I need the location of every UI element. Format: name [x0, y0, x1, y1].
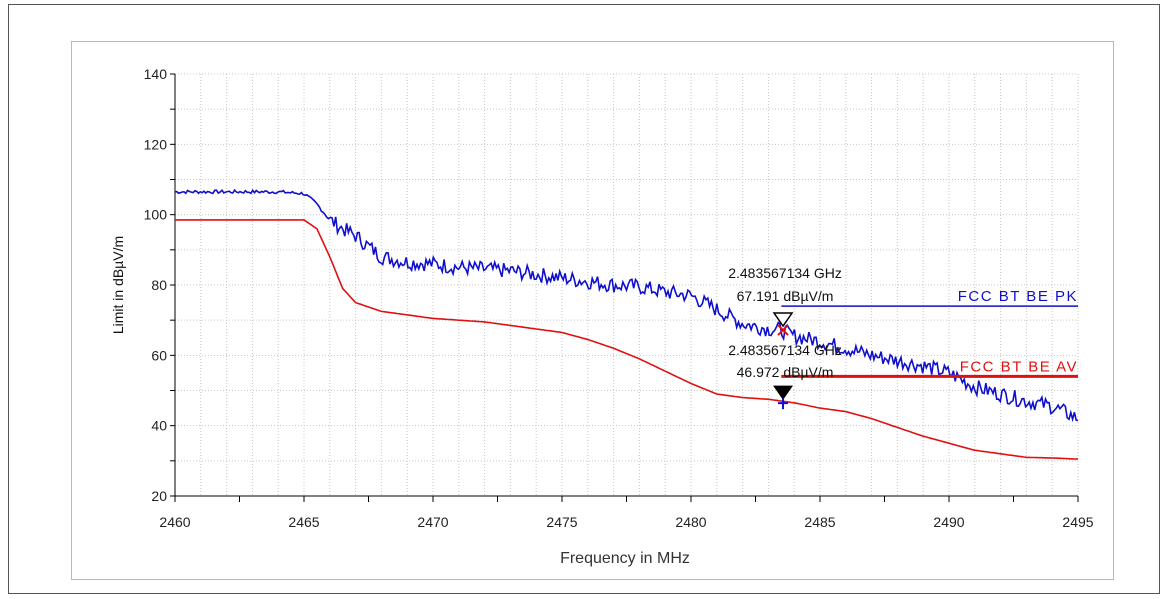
x-tick-label: 2495 — [1062, 514, 1093, 530]
x-tick-label: 2475 — [546, 514, 577, 530]
marker-1-frequency: 2.483567134 GHz — [728, 265, 842, 281]
marker-layer: FCC BT BE PK FCC BT BE AV 2.483567134 GHz 6… — [728, 265, 1078, 410]
x-tick-label: 2490 — [933, 514, 964, 530]
limit-label: FCC BT BE PK — [958, 288, 1078, 305]
y-tick-label: 140 — [144, 66, 168, 82]
y-axis-title: Limit in dBµV/m — [110, 236, 126, 334]
y-tick-label: 40 — [151, 418, 167, 434]
marker-2-level: 46.972 dBµV/m — [737, 364, 834, 380]
marker-2-frequency: 2.483567134 GHz — [728, 342, 842, 358]
y-tick-label: 20 — [151, 488, 167, 504]
axes: 20 40 60 80 100 120 140 2460 2465 2470 2475 2480 248… — [144, 66, 1094, 530]
grid — [174, 73, 1079, 497]
series-layer — [174, 188, 1079, 460]
x-tick-label: 2480 — [675, 514, 706, 530]
y-tick-label: 100 — [144, 207, 168, 223]
x-tick-label: 2460 — [159, 514, 190, 530]
x-tick-label: 2465 — [288, 514, 319, 530]
plot-frame — [71, 41, 1114, 580]
marker-1-cross — [777, 324, 789, 336]
x-tick-label: 2470 — [417, 514, 448, 530]
marker-1-level: 67.191 dBµV/m — [737, 288, 834, 304]
marker-1-triangle — [772, 312, 794, 328]
average-trace — [175, 219, 1079, 460]
x-axis-title: Frequency in MHz — [560, 550, 690, 567]
marker-2-triangle — [773, 385, 793, 401]
y-tick-label: 120 — [144, 136, 168, 152]
peak-trace — [174, 188, 1079, 423]
x-tick-label: 2485 — [804, 514, 835, 530]
y-tick-label: 60 — [151, 347, 167, 363]
y-tick-label: 80 — [151, 277, 167, 293]
limit-label: FCC BT BE AV — [960, 358, 1078, 375]
marker-2-cross — [778, 398, 789, 410]
